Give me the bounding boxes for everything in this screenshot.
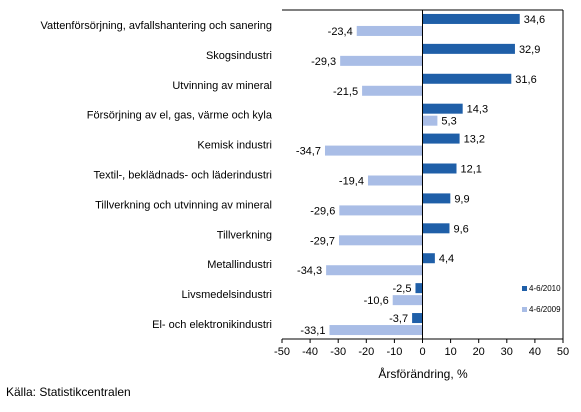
data-label: 13,2 bbox=[464, 134, 485, 146]
bar-series-2009 bbox=[392, 295, 423, 306]
bar-series-2009 bbox=[356, 25, 423, 36]
data-label: 31,6 bbox=[515, 74, 536, 86]
data-label: -29,6 bbox=[310, 205, 335, 217]
data-label: -23,4 bbox=[328, 26, 353, 38]
legend-swatch bbox=[522, 307, 527, 312]
bar-series-2010 bbox=[422, 223, 450, 234]
category-label: Vattenförsörjning, avfallshantering och … bbox=[40, 20, 272, 32]
category-label: Skogsindustri bbox=[206, 50, 272, 62]
category-label: Utvinning av mineral bbox=[172, 80, 272, 92]
data-label: 12,1 bbox=[461, 164, 482, 176]
x-tick-label: 20 bbox=[473, 346, 485, 358]
bar-series-2010 bbox=[415, 283, 423, 294]
bar-series-2010 bbox=[422, 193, 451, 204]
x-tick-label: -10 bbox=[386, 346, 402, 358]
bar-series-2009 bbox=[362, 85, 423, 96]
bar-series-2009 bbox=[324, 145, 423, 156]
bar-series-2009 bbox=[340, 55, 423, 66]
bar-series-2010 bbox=[422, 163, 457, 174]
data-label: 9,9 bbox=[454, 193, 469, 205]
data-label: -33,1 bbox=[300, 325, 325, 337]
data-label: 34,6 bbox=[524, 14, 545, 26]
data-label: -3,7 bbox=[389, 313, 408, 325]
x-tick-label: 40 bbox=[529, 346, 541, 358]
source-note: Källa: Statistikcentralen bbox=[6, 385, 131, 399]
data-label: -21,5 bbox=[333, 86, 358, 98]
data-label: -10,6 bbox=[364, 295, 389, 307]
category-label: Textil-, beklädnads- och läderindustri bbox=[93, 170, 272, 182]
bar-series-2009 bbox=[326, 265, 423, 276]
bar-series-2009 bbox=[339, 235, 423, 246]
bar-series-2009 bbox=[367, 175, 423, 186]
bar-series-2010 bbox=[422, 133, 460, 144]
bar-series-2010 bbox=[422, 73, 512, 84]
category-label: Tillverkning bbox=[217, 229, 272, 241]
data-label: 5,3 bbox=[441, 116, 456, 128]
data-label: 14,3 bbox=[467, 104, 488, 116]
x-tick-label: 0 bbox=[419, 346, 425, 358]
x-tick-label: -30 bbox=[330, 346, 346, 358]
x-axis-label: Årsförändring, % bbox=[378, 366, 468, 381]
data-label: 32,9 bbox=[519, 44, 540, 56]
legend-entry: 4-6/2010 bbox=[529, 284, 561, 293]
bar-series-2010 bbox=[422, 103, 463, 114]
bar-series-2010 bbox=[422, 253, 435, 264]
category-label: Försörjning av el, gas, värme och kyla bbox=[87, 110, 273, 122]
bar-series-2010 bbox=[422, 13, 520, 24]
x-tick-label: 50 bbox=[557, 346, 569, 358]
x-tick-label: 10 bbox=[444, 346, 456, 358]
x-tick-label: -40 bbox=[302, 346, 318, 358]
category-label: Tillverkning och utvinning av mineral bbox=[95, 199, 272, 211]
bar-series-2009 bbox=[329, 325, 423, 336]
bar-series-2009 bbox=[422, 115, 438, 126]
data-label: -34,7 bbox=[296, 146, 321, 158]
category-label: Metallindustri bbox=[207, 259, 272, 271]
category-label: El- och elektronikindustri bbox=[152, 319, 272, 331]
x-tick-label: 30 bbox=[501, 346, 513, 358]
data-label: 9,6 bbox=[453, 223, 468, 235]
data-label: -29,7 bbox=[310, 235, 335, 247]
legend-entry: 4-6/2009 bbox=[529, 305, 561, 314]
category-label: Livsmedelsindustri bbox=[182, 289, 272, 301]
category-label: Kemisk industri bbox=[197, 140, 272, 152]
x-tick-label: -20 bbox=[358, 346, 374, 358]
bar-series-2009 bbox=[339, 205, 423, 216]
data-label: -29,3 bbox=[311, 56, 336, 68]
bar-series-2010 bbox=[412, 313, 423, 324]
data-label: 4,4 bbox=[439, 253, 454, 265]
data-label: -2,5 bbox=[393, 283, 412, 295]
data-label: -19,4 bbox=[339, 176, 364, 188]
legend-swatch bbox=[522, 286, 527, 291]
bar-series-2010 bbox=[422, 43, 515, 54]
data-label: -34,3 bbox=[297, 265, 322, 277]
x-tick-label: -50 bbox=[274, 346, 290, 358]
